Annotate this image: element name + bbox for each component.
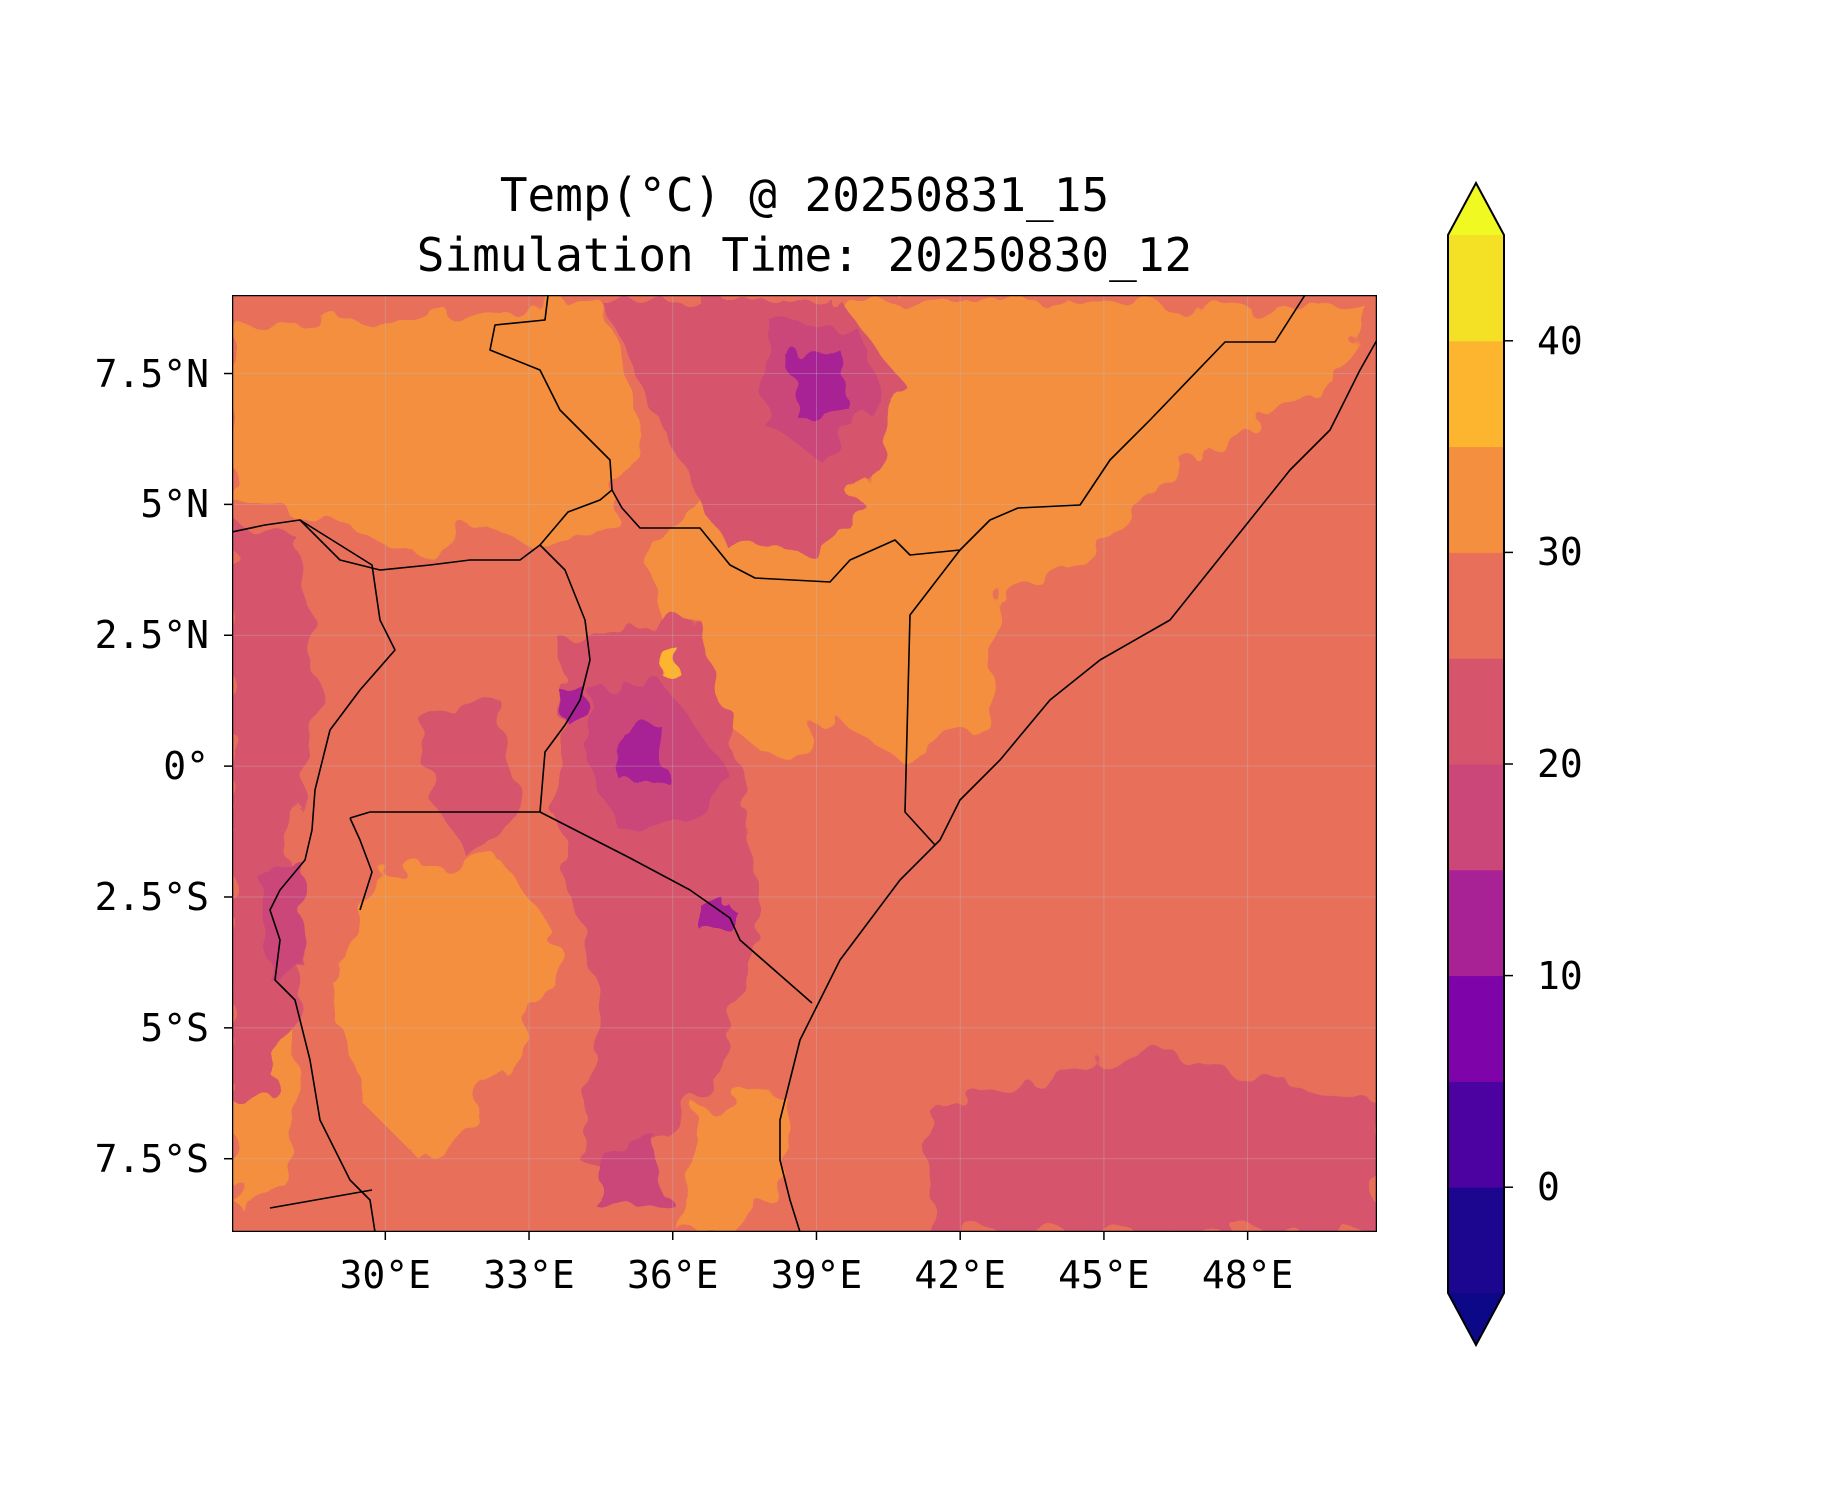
border-sudan-ethiopia bbox=[489, 295, 613, 491]
coastline bbox=[779, 339, 1377, 1232]
colorbar-under-arrow bbox=[1448, 1293, 1504, 1345]
lake-victoria-edge bbox=[349, 817, 373, 911]
lon-tick-label: 30°E bbox=[339, 1253, 432, 1297]
colorbar bbox=[1447, 180, 1505, 1348]
lat-tick-label: 5°N bbox=[140, 482, 209, 527]
temperature-contours bbox=[232, 300, 1377, 1232]
lon-tick-label: 39°E bbox=[770, 1253, 863, 1297]
lat-tick-label: 7.5°N bbox=[94, 351, 209, 396]
warm-zone-south-sudan bbox=[232, 300, 640, 560]
colorbar-over-arrow bbox=[1448, 183, 1504, 235]
colorbar-segment bbox=[1448, 975, 1504, 1082]
lon-tick-label: 48°E bbox=[1201, 1253, 1294, 1297]
highland-tanzania-south bbox=[600, 1140, 670, 1210]
colorbar-tick-label: 0 bbox=[1537, 1165, 1560, 1210]
peak-elgon bbox=[560, 688, 588, 718]
colorbar-ticks bbox=[1504, 340, 1513, 1188]
cool-zone-uganda bbox=[420, 700, 520, 860]
lat-tick-label: 7.5°S bbox=[94, 1136, 209, 1181]
lat-tick-label: 2.5°N bbox=[94, 613, 209, 658]
colorbar-tick-label: 40 bbox=[1537, 318, 1583, 363]
map-area bbox=[232, 295, 1377, 1232]
border-somalia-ethiopia bbox=[539, 295, 1306, 583]
map-gridlines bbox=[232, 295, 1377, 1232]
colorbar-segment bbox=[1448, 235, 1504, 342]
peak-mt-kenya bbox=[620, 725, 665, 785]
colorbar-segment bbox=[1448, 340, 1504, 448]
border-tanzania-uganda bbox=[349, 811, 540, 819]
country-borders bbox=[232, 295, 1377, 1232]
warm-zone-southeast bbox=[680, 1090, 790, 1232]
lat-tick-label: 5°S bbox=[140, 1005, 209, 1050]
border-zambia-malawi bbox=[269, 1189, 373, 1209]
peak-kilimanjaro bbox=[700, 905, 730, 930]
colorbar-outline bbox=[1447, 180, 1505, 1348]
colorbar-segment bbox=[1448, 446, 1504, 553]
highland-rwanda bbox=[260, 860, 310, 980]
colorbar-segment bbox=[1448, 764, 1504, 871]
lon-tick-label: 42°E bbox=[914, 1253, 1006, 1297]
border-kenya-tanzania bbox=[539, 811, 813, 1004]
hot-spot-turkana bbox=[660, 645, 678, 675]
lat-tick-label: 0° bbox=[163, 744, 209, 789]
lon-tick-label: 33°E bbox=[483, 1253, 575, 1297]
colorbar-segment bbox=[1448, 1081, 1504, 1188]
plot-subtitle: Simulation Time: 20250830_12 bbox=[416, 228, 1193, 282]
cool-zone-west bbox=[232, 520, 320, 1100]
cool-zone-indian-ocean bbox=[930, 1050, 1377, 1232]
colorbar-segment bbox=[1448, 869, 1504, 977]
border-drc-uganda bbox=[269, 519, 396, 1232]
peak-ethiopia bbox=[790, 350, 850, 420]
colorbar-tick-label: 30 bbox=[1537, 530, 1583, 575]
plot-title: Temp(°C) @ 20250831_15 bbox=[499, 168, 1110, 222]
border-kenya-uganda bbox=[539, 659, 591, 813]
axis-ticks bbox=[224, 372, 1249, 1240]
colorbar-tick-label: 10 bbox=[1537, 953, 1583, 998]
colorbar-segment bbox=[1448, 552, 1504, 659]
border-kenya-somalia bbox=[904, 549, 961, 846]
warm-zone-ogaden bbox=[1040, 430, 1140, 520]
lat-tick-label: 2.5°S bbox=[94, 874, 209, 919]
colorbar-tick-label: 20 bbox=[1537, 742, 1583, 786]
lon-tick-label: 45°E bbox=[1058, 1253, 1150, 1297]
colorbar-segment bbox=[1448, 1187, 1504, 1294]
colorbar-segment bbox=[1448, 658, 1504, 765]
border-south-sudan-uganda bbox=[232, 519, 591, 661]
lon-tick-label: 36°E bbox=[626, 1253, 719, 1297]
warm-zone-tanzania bbox=[330, 860, 560, 1160]
